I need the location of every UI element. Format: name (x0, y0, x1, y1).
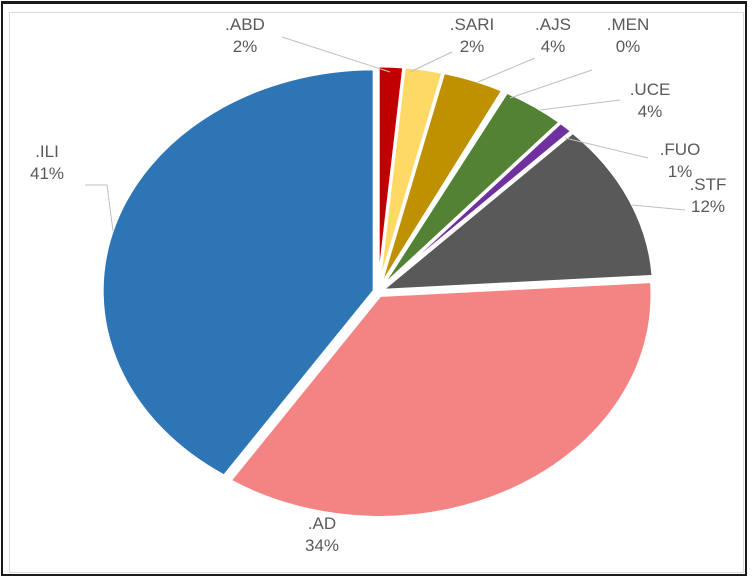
leader-line-ajs (477, 57, 536, 83)
slice-label-ili: .ILI (35, 142, 59, 161)
leader-lines (85, 36, 686, 232)
pie-slice-ili (100, 67, 376, 478)
slice-labels: .ABD 2% .SARI 2% .AJS 4% .MEN 0% .UCE 4% .FUO 1%.ST… (30, 15, 726, 555)
slice-label-sari: .SARI (450, 15, 494, 34)
slice-label-fuo: .FUO (660, 140, 701, 159)
leader-line-stf (631, 204, 686, 211)
plot-area-border (9, 12, 744, 573)
leader-line-fuo (564, 137, 649, 159)
pie-slice-stf (377, 130, 655, 293)
leader-line-ili (85, 184, 114, 232)
slice-label-abd: .ABD (225, 15, 265, 34)
slice-label-ad: .AD (308, 514, 336, 533)
leader-line-men (509, 69, 593, 99)
pie-slice-fuo (379, 120, 575, 291)
leader-line-uce (539, 99, 621, 111)
pie-slices (100, 64, 655, 519)
slice-percent-men: 0% (616, 37, 641, 56)
slice-percent-sari: 2% (460, 37, 485, 56)
slice-label-uce: .UCE (630, 80, 671, 99)
slice-percent-ili: 41% (30, 164, 64, 183)
slice-label-stf: .STF (690, 175, 727, 194)
leader-line-abd (281, 36, 391, 73)
slice-label-ajs: .AJS (535, 15, 571, 34)
pie-slice-ad (227, 279, 654, 519)
slice-label-men: .MEN (607, 15, 650, 34)
slice-percent-fuo: 1% (668, 162, 693, 181)
slice-percent-stf: 12% (691, 197, 725, 216)
leader-line-sari (409, 51, 453, 73)
slice-percent-abd: 2% (233, 37, 258, 56)
slice-percent-ad: 34% (305, 536, 339, 555)
slice-percent-ajs: 4% (541, 37, 566, 56)
slice-percent-uce: 4% (638, 102, 663, 121)
